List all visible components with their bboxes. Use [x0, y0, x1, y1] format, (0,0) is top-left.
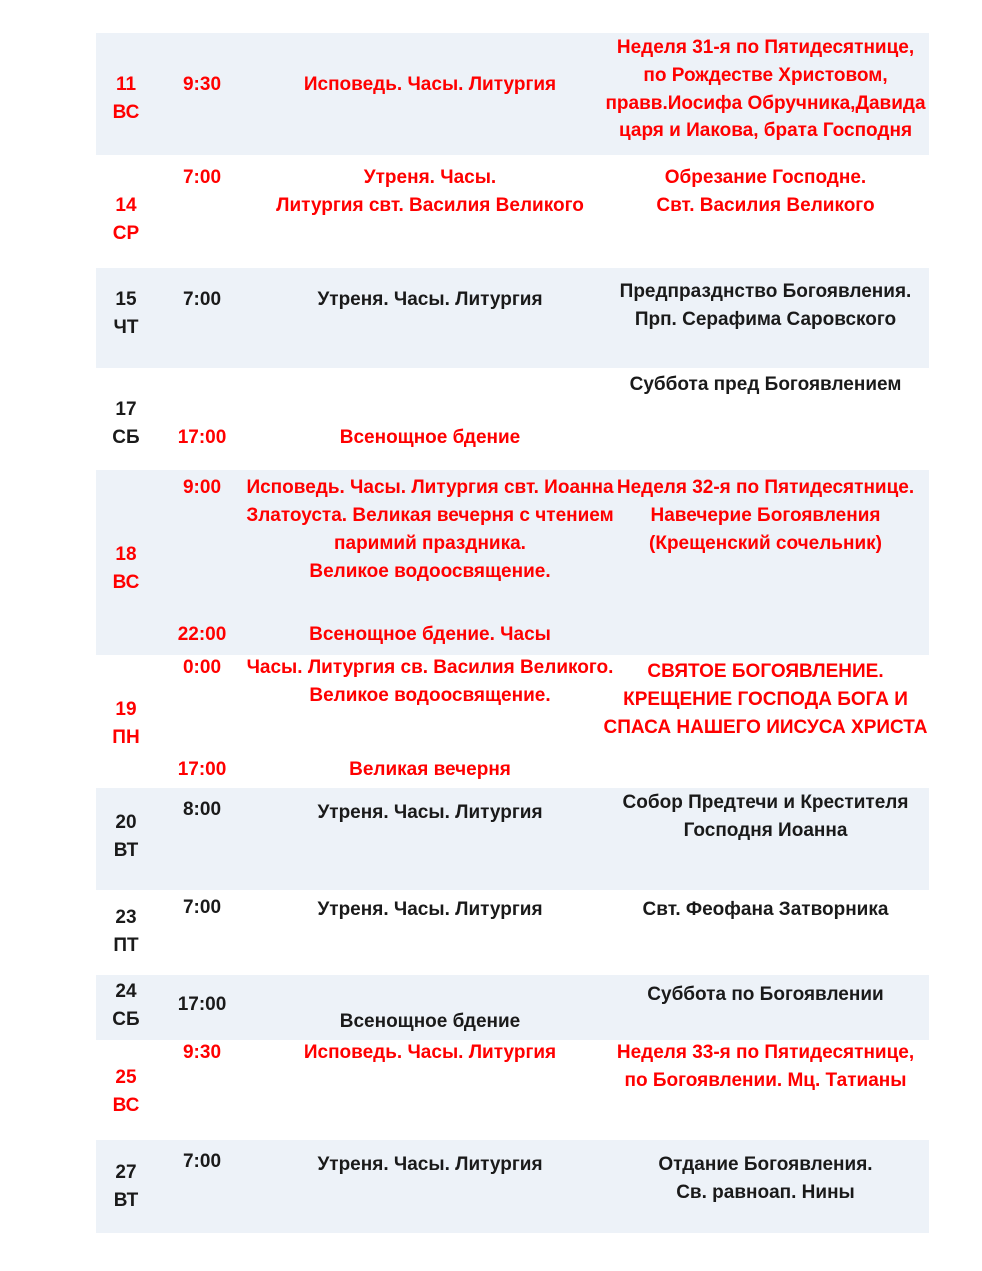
time-label: 7:00 [182, 289, 222, 310]
service-line: Всенощное бдение [339, 1011, 521, 1032]
date-label: 14 [115, 195, 137, 216]
schedule-row: 27 ВТ 7:00 Утреня. Часы. Литургия Отдани… [96, 1140, 929, 1233]
feast-line: Прп. Серафима Саровского [634, 309, 897, 330]
service-line: Часы. Литургия св. Василия Великого. [246, 657, 614, 678]
day-label: ВС [112, 102, 140, 123]
feast-line: Неделя 32-я по Пятидесятнице. [616, 477, 915, 498]
feast-line: царя и Иакова, брата Господня [618, 120, 913, 141]
feast-line: Суббота пред Богоявлением [629, 374, 902, 395]
service-line: Великое водоосвящение. [309, 685, 551, 706]
day-label: ПТ [113, 935, 139, 956]
feast-line: Навечерие Богоявления [650, 505, 881, 526]
service-line: Утреня. Часы. [363, 167, 497, 188]
time-label: 9:30 [182, 1042, 222, 1063]
date-label: 20 [115, 812, 137, 833]
feast-line: Св. равноап. Нины [676, 1182, 855, 1203]
schedule-row: 11 ВС 9:30 Исповедь. Часы. Литургия Неде… [96, 33, 929, 155]
date-label: 27 [115, 1162, 137, 1183]
day-label: ЧТ [113, 317, 139, 338]
date-label: 25 [115, 1067, 137, 1088]
feast-line: Господня Иоанна [683, 820, 848, 841]
service-line: Златоуста. Великая вечерня с чтением [246, 505, 614, 526]
service-line: Утреня. Часы. Литургия [317, 899, 543, 920]
service-line: паримий праздника. [334, 533, 526, 554]
service-line: Исповедь. Часы. Литургия свт. Иоанна [246, 477, 614, 498]
feast-line: по Рождестве Христовом, [643, 65, 888, 86]
day-label: ВС [112, 572, 140, 593]
feast-line: Свт. Феофана Затворника [642, 899, 889, 920]
day-label: ВС [112, 1095, 140, 1116]
schedule-row: 19 ПН 0:00 17:00 Часы. Литургия св. Васи… [96, 655, 929, 788]
time-label: 17:00 [177, 759, 227, 780]
service-line: Утреня. Часы. Литургия [317, 802, 543, 823]
schedule-row: 17 СБ 17:00 Всенощное бдение Суббота пре… [96, 368, 929, 470]
time-label: 7:00 [182, 1151, 222, 1172]
time-label: 7:00 [182, 897, 222, 918]
schedule-row: 23 ПТ 7:00 Утреня. Часы. Литургия Свт. Ф… [96, 890, 929, 975]
day-label: СР [112, 223, 140, 244]
feast-line: Неделя 33-я по Пятидесятнице, [616, 1042, 915, 1063]
schedule-row: 25 ВС 9:30 Исповедь. Часы. Литургия Неде… [96, 1040, 929, 1140]
time-label: 9:30 [182, 74, 222, 95]
feast-line: Предпразднство Богоявления. [619, 281, 912, 302]
time-label: 0:00 [182, 657, 222, 678]
service-line: Утреня. Часы. Литургия [317, 1154, 543, 1175]
date-label: 19 [115, 699, 137, 720]
service-line: Всенощное бдение [339, 427, 521, 448]
feast-line: КРЕЩЕНИЕ ГОСПОДА БОГА И [623, 689, 908, 710]
day-label: СБ [112, 427, 140, 448]
feast-line: по Богоявлении. Мц. Татианы [624, 1070, 907, 1091]
time-label: 9:00 [182, 477, 222, 498]
feast-line: Собор Предтечи и Крестителя [622, 792, 909, 813]
schedule-row: 14 СР 7:00 Утреня. Часы. Литургия свт. В… [96, 155, 929, 268]
time-label: 8:00 [182, 799, 222, 820]
service-line: Всенощное бдение. Часы [309, 624, 551, 645]
time-label: 7:00 [182, 167, 222, 188]
time-label: 22:00 [177, 624, 227, 645]
schedule-row: 20 ВТ 8:00 Утреня. Часы. Литургия Собор … [96, 788, 929, 890]
feast-line: Суббота по Богоявлении [647, 984, 884, 1005]
feast-line: СПАСА НАШЕГО ИИСУСА ХРИСТА [603, 717, 928, 738]
feast-line: СВЯТОЕ БОГОЯВЛЕНИЕ. [647, 661, 884, 682]
day-label: СБ [112, 1009, 140, 1030]
feast-line: (Крещенский сочельник) [649, 533, 882, 554]
feast-line: Неделя 31-я по Пятидесятнице, [616, 37, 915, 58]
date-label: 17 [115, 399, 137, 420]
schedule-row: 24 СБ 17:00 Всенощное бдение Суббота по … [96, 975, 929, 1040]
feast-line: Свт. Василия Великого [656, 195, 875, 216]
feast-line: Отдание Богоявления. [658, 1154, 873, 1175]
service-line: Исповедь. Часы. Литургия [303, 1042, 557, 1063]
time-label: 17:00 [177, 427, 227, 448]
service-line: Исповедь. Часы. Литургия [303, 74, 557, 95]
day-label: ПН [112, 727, 140, 748]
date-label: 15 [115, 289, 137, 310]
service-line: Литургия свт. Василия Великого [276, 195, 584, 216]
schedule-row: 15 ЧТ 7:00 Утреня. Часы. Литургия Предпр… [96, 268, 929, 368]
service-line: Утреня. Часы. Литургия [317, 289, 543, 310]
date-label: 18 [115, 544, 137, 565]
feast-line: правв.Иосифа Обручника,Давида [605, 93, 926, 114]
service-line: Великое водоосвящение. [309, 561, 551, 582]
service-line: Великая вечерня [349, 759, 511, 780]
feast-line: Обрезание Господне. [664, 167, 867, 188]
schedule-table: 11 ВС 9:30 Исповедь. Часы. Литургия Неде… [96, 0, 929, 1271]
date-label: 11 [115, 74, 137, 95]
day-label: ВТ [113, 840, 139, 861]
date-label: 24 [115, 981, 137, 1002]
day-label: ВТ [113, 1190, 139, 1211]
time-label: 17:00 [177, 994, 227, 1015]
schedule-row: 18 ВС 9:00 22:00 Исповедь. Часы. Литурги… [96, 470, 929, 655]
date-label: 23 [115, 907, 137, 928]
